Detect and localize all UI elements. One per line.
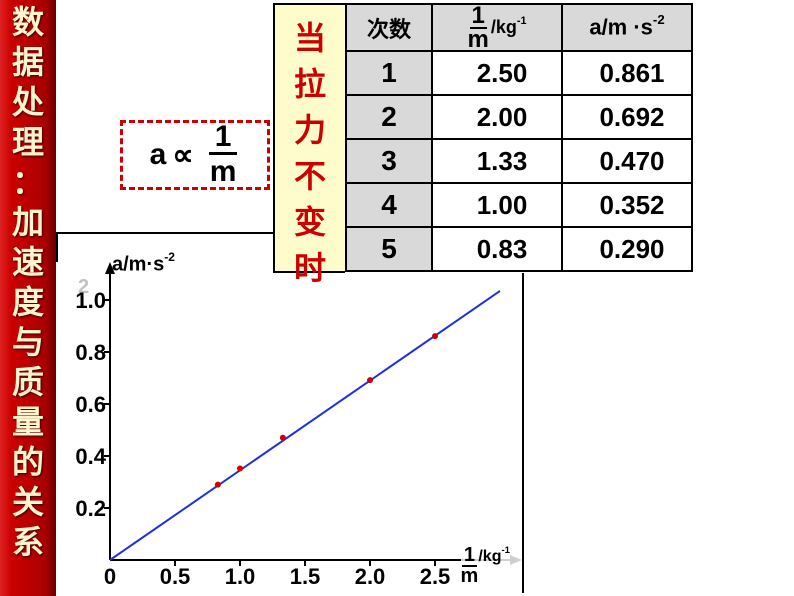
formula-lhs: a [150, 138, 167, 172]
header-inverse-mass: 1 m /kg-1 [432, 4, 562, 51]
sidebar-char: 度 [12, 282, 44, 322]
condition-char: 拉 [294, 59, 326, 105]
acceleration-value: 0.352 [562, 183, 692, 227]
y-axis-label: a/m·s-2 [112, 252, 175, 277]
data-table: 次数 1 m /kg-1 a/m ·s-2 12.500.86122.000.6… [345, 3, 693, 272]
table-row: 22.000.692 [346, 95, 692, 139]
acceleration-value: 0.470 [562, 139, 692, 183]
table-row: 12.500.861 [346, 51, 692, 95]
y-tick-label: 0.8 [66, 340, 106, 366]
condition-char: 变 [294, 197, 326, 243]
chart-area: a/m·s-2 2 1 m /kg-1 0.20.40.60.81.000.51… [60, 250, 570, 590]
sidebar-char: 的 [12, 442, 44, 482]
sidebar-char: 处 [12, 82, 44, 122]
acceleration-value: 0.861 [562, 51, 692, 95]
trial-number: 3 [346, 139, 432, 183]
x-tick-label: 0.5 [155, 564, 195, 590]
condition-char: 不 [294, 151, 326, 197]
sidebar-char: 与 [12, 322, 44, 362]
formula-box: a ∝ 1 m [120, 120, 270, 190]
table-row: 41.000.352 [346, 183, 692, 227]
table-row: 31.330.470 [346, 139, 692, 183]
header-acceleration: a/m ·s-2 [562, 4, 692, 51]
sidebar-char: 数 [12, 2, 44, 42]
sidebar-char: 关 [12, 482, 44, 522]
trial-number: 2 [346, 95, 432, 139]
condition-box: 当拉力不变时 [273, 3, 345, 273]
formula-denominator: m [206, 155, 241, 188]
y-tick-label: 0.2 [66, 496, 106, 522]
sidebar-char: 质 [12, 362, 44, 402]
acceleration-value: 0.290 [562, 227, 692, 271]
sidebar-char: 量 [12, 402, 44, 442]
sidebar-char: ： [12, 162, 44, 202]
table-header-row: 次数 1 m /kg-1 a/m ·s-2 [346, 4, 692, 51]
header-trial-number: 次数 [346, 4, 432, 51]
table-body: 12.500.86122.000.69231.330.47041.000.352… [346, 51, 692, 271]
table-right-border-ext [522, 273, 524, 593]
proportional-symbol: ∝ [172, 138, 193, 173]
trial-number: 4 [346, 183, 432, 227]
x-tick-label: 0 [90, 564, 130, 590]
inverse-mass-value: 1.33 [432, 139, 562, 183]
y-tick-label: 0.4 [66, 444, 106, 470]
inverse-mass-value: 2.00 [432, 95, 562, 139]
inverse-mass-value: 2.50 [432, 51, 562, 95]
inverse-mass-value: 1.00 [432, 183, 562, 227]
x-axis-label: 1 m /kg-1 [461, 544, 510, 586]
condition-char: 当 [294, 13, 326, 59]
frame-left-segment [56, 232, 58, 262]
sidebar-char: 加 [12, 202, 44, 242]
formula-fraction: 1 m [206, 122, 241, 188]
sidebar-char: 理 [12, 122, 44, 162]
formula-numerator: 1 [209, 122, 238, 155]
y-tick-label: 1.0 [66, 288, 106, 314]
x-tick-label: 2.0 [350, 564, 390, 590]
acceleration-value: 0.692 [562, 95, 692, 139]
sidebar-title: 数据处理：加速度与质量的关系 [0, 0, 56, 596]
sidebar-char: 速 [12, 242, 44, 282]
frame-top-segment [56, 232, 274, 234]
sidebar-char: 系 [12, 522, 44, 562]
chart-svg [60, 250, 570, 590]
x-tick-label: 2.5 [415, 564, 455, 590]
x-tick-label: 1.5 [285, 564, 325, 590]
y-tick-label: 0.6 [66, 392, 106, 418]
sidebar-char: 据 [12, 42, 44, 82]
trial-number: 1 [346, 51, 432, 95]
condition-char: 力 [294, 105, 326, 151]
x-tick-label: 1.0 [220, 564, 260, 590]
